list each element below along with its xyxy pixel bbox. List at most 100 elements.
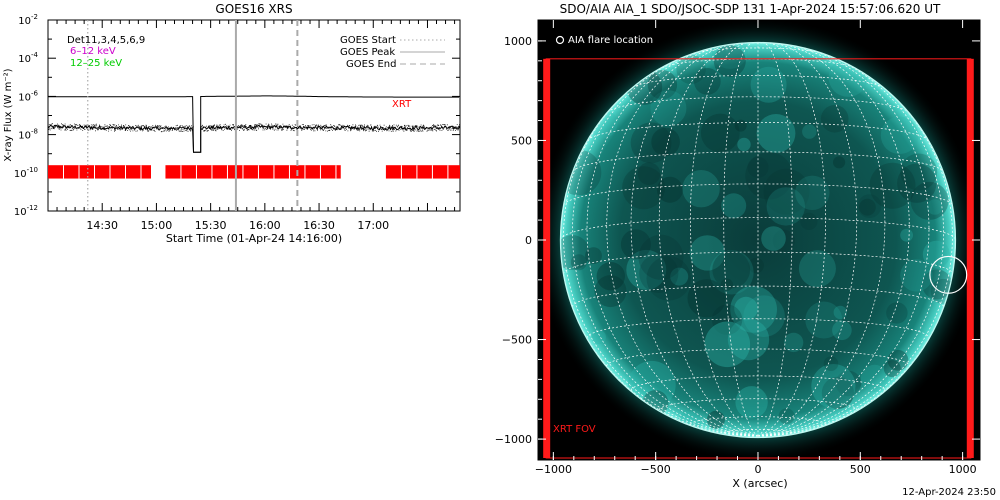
bright-region xyxy=(743,295,785,338)
aia-panel: SDO/AIA AIA_1 SDO/JSOC-SDP 131 1-Apr-202… xyxy=(495,2,981,490)
dark-region xyxy=(887,349,909,371)
dark-region xyxy=(594,275,627,308)
bright-region xyxy=(734,296,758,321)
goes-x-tick-label: 16:00 xyxy=(249,219,281,232)
goes-y-tick-exponent: -12 xyxy=(27,204,38,212)
footer-timestamp: 12-Apr-2024 23:50 xyxy=(902,487,996,498)
goes-y-tick-exponent: -10 xyxy=(27,166,38,174)
bright-region xyxy=(833,305,847,320)
goes-x-tick-label: 16:30 xyxy=(303,219,335,232)
goes-y-tick-label: 10-2 xyxy=(18,13,38,27)
bright-region xyxy=(880,116,919,155)
bright-region xyxy=(811,364,856,409)
dark-region xyxy=(823,356,839,372)
grid-longitude-line xyxy=(606,44,759,437)
grid-longitude-line xyxy=(757,74,953,437)
bright-region xyxy=(756,113,796,153)
bright-region xyxy=(689,235,725,271)
dark-region xyxy=(778,408,795,425)
bright-region xyxy=(737,137,751,152)
aia-x-axis-label: X (arcsec) xyxy=(732,477,787,490)
bright-region xyxy=(761,226,786,251)
dark-region xyxy=(734,119,747,132)
grid-longitude-line xyxy=(630,43,759,437)
goes-x-axis-label: Start Time (01-Apr-24 14:16:00) xyxy=(166,232,342,245)
dark-region xyxy=(647,70,678,100)
goes-y-tick-exponent: -4 xyxy=(31,51,39,59)
dark-region xyxy=(676,54,706,84)
goes-y-tick-exponent: -6 xyxy=(31,89,39,97)
bright-region xyxy=(650,90,687,127)
bright-region xyxy=(798,250,836,288)
aia-y-tick-label: −1000 xyxy=(495,433,532,446)
goes-y-tick-exponent: -8 xyxy=(31,128,38,136)
grid-latitude-line xyxy=(560,217,956,241)
aia-x-tick-label: 500 xyxy=(850,463,871,476)
aia-x-axis: −1000 −500 0 500 1000 xyxy=(535,20,977,476)
bright-region xyxy=(766,187,805,226)
dark-region xyxy=(630,122,672,164)
dark-region xyxy=(720,278,733,291)
dark-region xyxy=(897,163,937,203)
legend-goes-end-label: GOES End xyxy=(346,59,396,70)
bright-region xyxy=(709,250,754,295)
grid-longitude-line xyxy=(757,42,858,437)
dark-region xyxy=(800,212,818,230)
xrt-fov-left-edge xyxy=(543,58,551,459)
bright-region xyxy=(795,175,830,210)
aia-x-tick-label: −500 xyxy=(641,463,671,476)
series-high-channel xyxy=(48,95,460,153)
dark-region xyxy=(772,229,796,252)
bright-region xyxy=(783,332,804,353)
grid-longitude-line xyxy=(572,52,759,437)
detector-label: Det11,3,4,5,6,9 xyxy=(67,35,145,46)
disk-texture xyxy=(560,42,956,435)
goes-legend: GOES Start GOES Peak GOES End xyxy=(340,35,445,70)
bright-region xyxy=(721,193,747,219)
dark-region xyxy=(622,166,666,210)
dark-region xyxy=(857,194,882,219)
dark-region xyxy=(687,279,726,318)
grid-longitude-line xyxy=(757,44,910,437)
dark-region xyxy=(712,250,751,289)
grid-latitude-line xyxy=(586,318,930,339)
bright-region xyxy=(860,364,889,392)
dark-region xyxy=(835,370,862,397)
dark-region xyxy=(585,247,602,264)
aia-x-tick-label: 1000 xyxy=(949,463,977,476)
aia-y-tick-label: 500 xyxy=(511,134,532,147)
bright-region xyxy=(670,267,689,286)
goes-panel: GOES16 XRS 10-2 10-4 10-6 10-8 10-10 10-12 14… xyxy=(3,2,461,245)
grid-latitude-line xyxy=(572,151,944,172)
grid-longitude-line xyxy=(563,74,759,437)
goes-x-tick-label: 14:30 xyxy=(86,219,118,232)
xrt-coverage-bars xyxy=(48,165,460,179)
dark-region xyxy=(869,162,916,209)
grid-longitude-line xyxy=(757,46,930,437)
grid-latitude-line xyxy=(723,428,793,434)
aia-flare-location-circle xyxy=(929,255,968,294)
bright-region xyxy=(900,259,933,292)
legend-goes-peak-label: GOES Peak xyxy=(340,47,395,58)
dark-region xyxy=(596,262,625,291)
grid-longitude-line xyxy=(658,42,759,437)
dark-region xyxy=(637,162,661,185)
dark-region xyxy=(711,304,743,335)
goes-y-tick-label: 10-10 xyxy=(14,166,38,180)
dark-region xyxy=(833,156,846,169)
grid-latitude-line xyxy=(607,96,909,113)
xrt-label: XRT xyxy=(392,99,412,110)
dark-region xyxy=(620,229,651,260)
bright-region xyxy=(591,329,606,345)
grid-latitude-line xyxy=(694,47,822,54)
series-low-channel xyxy=(48,124,460,153)
bright-region xyxy=(900,228,913,242)
flare-legend-icon xyxy=(555,35,565,45)
bright-region xyxy=(730,286,777,333)
bright-region xyxy=(626,249,667,290)
dark-region xyxy=(821,376,855,409)
xrt-fov-right-edge xyxy=(966,58,974,459)
dark-region xyxy=(706,410,725,429)
goes-x-tick-label: 17:00 xyxy=(357,219,389,232)
